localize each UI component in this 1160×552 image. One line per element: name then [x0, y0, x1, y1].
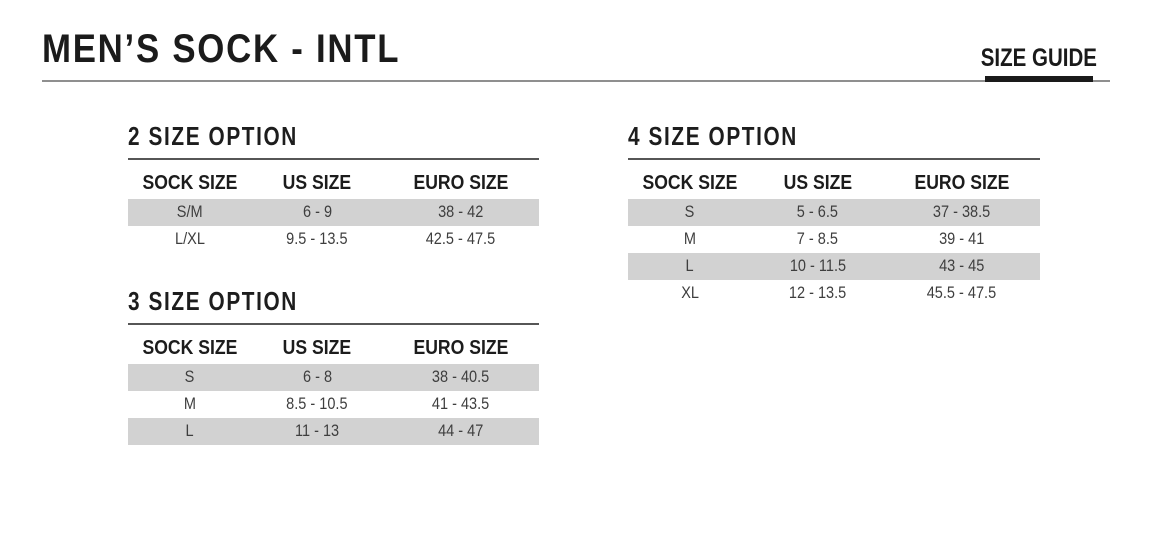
size-guide-page: MEN’S SOCK - INTL SIZE GUIDE 2 SIZE OPTI…: [0, 26, 1160, 552]
table-row: M 8.5 - 10.5 41 - 43.5: [128, 391, 539, 418]
table-row: S/M 6 - 9 38 - 42: [128, 199, 539, 226]
table-cell: 10 - 11.5: [789, 257, 846, 275]
table-cell: XL: [680, 284, 699, 302]
page-title: MEN’S SOCK - INTL: [42, 26, 1110, 69]
table-cell: 12 - 13.5: [788, 284, 847, 302]
page-header: MEN’S SOCK - INTL SIZE GUIDE: [42, 26, 1110, 82]
table-cell: 44 - 47: [438, 422, 484, 440]
table-cell: S: [184, 368, 195, 386]
section-divider: [128, 158, 539, 160]
table-cell: M: [183, 395, 196, 413]
section-heading: 2 SIZE OPTION: [128, 123, 539, 149]
column-header: EURO SIZE: [914, 172, 1010, 194]
table-row: XL 12 - 13.5 45.5 - 47.5: [628, 280, 1040, 307]
section-heading-text: 3 SIZE OPTION: [128, 286, 298, 316]
header-row: SOCK SIZE US SIZE EURO SIZE: [628, 160, 1040, 199]
column-header: EURO SIZE: [413, 337, 509, 359]
table-cell: S: [684, 203, 695, 221]
size-table-4-option: SOCK SIZE US SIZE EURO SIZE S 5 - 6.5 37 - 3…: [628, 160, 1040, 307]
section-3-size-option: 3 SIZE OPTION SOCK SIZE US SIZE EURO SIZE …: [128, 288, 539, 445]
table-cell: 7 - 8.5: [796, 230, 839, 248]
column-header: US SIZE: [783, 172, 852, 194]
table-cell: 38 - 40.5: [432, 368, 490, 386]
left-column: 2 SIZE OPTION SOCK SIZE US SIZE EURO SIZE …: [128, 123, 539, 445]
column-header: EURO SIZE: [413, 172, 509, 194]
section-heading: 4 SIZE OPTION: [628, 123, 1040, 149]
section-heading-text: 2 SIZE OPTION: [128, 121, 298, 151]
right-column: 4 SIZE OPTION SOCK SIZE US SIZE EURO SIZE …: [628, 123, 1040, 307]
table-cell: 43 - 45: [939, 257, 985, 275]
size-table-3-option: SOCK SIZE US SIZE EURO SIZE S 6 - 8 38 - 40.…: [128, 325, 539, 445]
section-divider: [128, 323, 539, 325]
table-row: L 11 - 13 44 - 47: [128, 418, 539, 445]
section-4-size-option: 4 SIZE OPTION SOCK SIZE US SIZE EURO SIZE …: [628, 123, 1040, 307]
table-cell: 45.5 - 47.5: [926, 284, 997, 302]
table-row: L/XL 9.5 - 13.5 42.5 - 47.5: [128, 226, 539, 253]
table-cell: M: [683, 230, 696, 248]
size-guide-underline: [985, 76, 1094, 82]
table-cell: S/M: [176, 203, 203, 221]
page-title-text: MEN’S SOCK - INTL: [42, 27, 401, 71]
header-row: SOCK SIZE US SIZE EURO SIZE: [128, 160, 539, 199]
table-cell: 6 - 9: [302, 203, 332, 221]
table-row: M 7 - 8.5 39 - 41: [628, 226, 1040, 253]
table-cell: 6 - 8: [302, 368, 332, 386]
column-header: SOCK SIZE: [142, 172, 238, 194]
table-row: L 10 - 11.5 43 - 45: [628, 253, 1040, 280]
table-row: S 6 - 8 38 - 40.5: [128, 364, 539, 391]
column-header: SOCK SIZE: [142, 337, 238, 359]
table-cell: 5 - 6.5: [796, 203, 839, 221]
table-cell: 42.5 - 47.5: [426, 230, 496, 248]
table-cell: L/XL: [174, 230, 205, 248]
section-heading-text: 4 SIZE OPTION: [628, 121, 798, 151]
table-cell: 8.5 - 10.5: [286, 395, 348, 413]
size-tables: 2 SIZE OPTION SOCK SIZE US SIZE EURO SIZE …: [128, 123, 1160, 445]
header-row: SOCK SIZE US SIZE EURO SIZE: [128, 325, 539, 364]
column-header: SOCK SIZE: [642, 172, 738, 194]
table-cell: L: [185, 422, 194, 440]
column-header: US SIZE: [282, 337, 352, 359]
size-guide-tab[interactable]: SIZE GUIDE: [968, 46, 1110, 82]
table-cell: 38 - 42: [438, 203, 484, 221]
size-guide-label: SIZE GUIDE: [981, 44, 1098, 72]
size-table-2-option: SOCK SIZE US SIZE EURO SIZE S/M 6 - 9 38 - 4…: [128, 160, 539, 253]
table-row: S 5 - 6.5 37 - 38.5: [628, 199, 1040, 226]
table-cell: 11 - 13: [294, 422, 340, 440]
column-header: US SIZE: [282, 172, 352, 194]
section-divider: [628, 158, 1040, 160]
section-2-size-option: 2 SIZE OPTION SOCK SIZE US SIZE EURO SIZE …: [128, 123, 539, 253]
table-cell: 41 - 43.5: [432, 395, 490, 413]
table-cell: 9.5 - 13.5: [286, 230, 348, 248]
table-cell: 39 - 41: [939, 230, 985, 248]
table-cell: L: [685, 257, 694, 275]
table-cell: 37 - 38.5: [933, 203, 991, 221]
section-heading: 3 SIZE OPTION: [128, 288, 539, 314]
